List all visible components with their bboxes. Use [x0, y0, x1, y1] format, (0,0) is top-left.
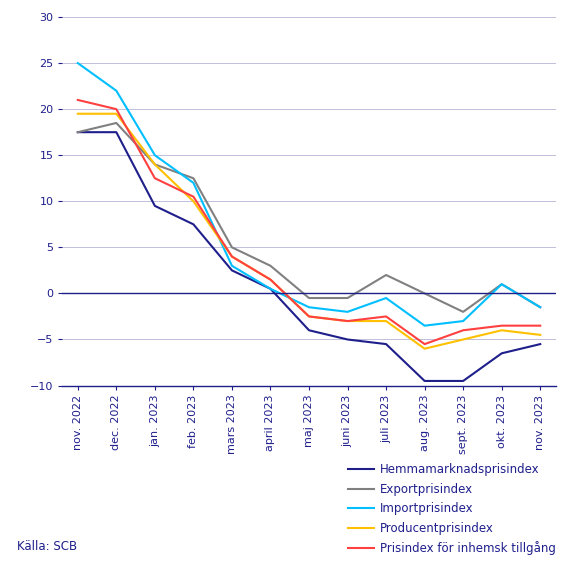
Hemmamarknadsprisindex	[306, 327, 312, 333]
Prisindex för inhemsk tillgång	[460, 327, 467, 333]
Exportprisindex	[344, 295, 351, 302]
Prisindex för inhemsk tillgång	[151, 175, 158, 181]
Producentprisindex	[537, 332, 544, 338]
Importprisindex	[383, 295, 390, 302]
Importprisindex	[344, 308, 351, 315]
Producentprisindex	[421, 345, 428, 352]
Producentprisindex	[460, 336, 467, 343]
Producentprisindex	[113, 111, 120, 117]
Prisindex för inhemsk tillgång	[344, 318, 351, 324]
Importprisindex	[460, 318, 467, 324]
Line: Hemmamarknadsprisindex: Hemmamarknadsprisindex	[78, 132, 540, 381]
Hemmamarknadsprisindex	[537, 341, 544, 348]
Prisindex för inhemsk tillgång	[383, 313, 390, 320]
Importprisindex	[537, 304, 544, 311]
Hemmamarknadsprisindex	[74, 129, 81, 136]
Prisindex för inhemsk tillgång	[113, 105, 120, 112]
Exportprisindex	[190, 175, 197, 181]
Producentprisindex	[267, 276, 274, 283]
Exportprisindex	[113, 120, 120, 126]
Text: Källa: SCB: Källa: SCB	[17, 540, 77, 553]
Producentprisindex	[498, 327, 505, 333]
Hemmamarknadsprisindex	[344, 336, 351, 343]
Hemmamarknadsprisindex	[151, 202, 158, 209]
Hemmamarknadsprisindex	[190, 221, 197, 228]
Exportprisindex	[151, 161, 158, 168]
Importprisindex	[190, 180, 197, 187]
Producentprisindex	[306, 313, 312, 320]
Hemmamarknadsprisindex	[498, 350, 505, 357]
Prisindex för inhemsk tillgång	[267, 276, 274, 283]
Exportprisindex	[306, 295, 312, 302]
Prisindex för inhemsk tillgång	[306, 313, 312, 320]
Importprisindex	[306, 304, 312, 311]
Importprisindex	[229, 263, 235, 269]
Prisindex för inhemsk tillgång	[498, 322, 505, 329]
Importprisindex	[113, 87, 120, 94]
Importprisindex	[421, 322, 428, 329]
Importprisindex	[267, 285, 274, 292]
Hemmamarknadsprisindex	[267, 285, 274, 292]
Hemmamarknadsprisindex	[421, 378, 428, 384]
Prisindex för inhemsk tillgång	[537, 322, 544, 329]
Hemmamarknadsprisindex	[460, 378, 467, 384]
Exportprisindex	[74, 129, 81, 136]
Exportprisindex	[267, 263, 274, 269]
Prisindex för inhemsk tillgång	[421, 341, 428, 348]
Line: Importprisindex: Importprisindex	[78, 63, 540, 325]
Hemmamarknadsprisindex	[113, 129, 120, 136]
Producentprisindex	[190, 198, 197, 205]
Line: Producentprisindex: Producentprisindex	[78, 114, 540, 349]
Prisindex för inhemsk tillgång	[74, 96, 81, 103]
Exportprisindex	[229, 244, 235, 251]
Exportprisindex	[498, 281, 505, 287]
Importprisindex	[498, 281, 505, 287]
Producentprisindex	[229, 253, 235, 260]
Hemmamarknadsprisindex	[383, 341, 390, 348]
Producentprisindex	[383, 318, 390, 324]
Exportprisindex	[383, 272, 390, 278]
Producentprisindex	[74, 111, 81, 117]
Hemmamarknadsprisindex	[229, 267, 235, 274]
Producentprisindex	[151, 161, 158, 168]
Producentprisindex	[344, 318, 351, 324]
Prisindex för inhemsk tillgång	[229, 253, 235, 260]
Legend: Hemmamarknadsprisindex, Exportprisindex, Importprisindex, Producentprisindex, Pr: Hemmamarknadsprisindex, Exportprisindex,…	[348, 463, 556, 556]
Exportprisindex	[421, 290, 428, 297]
Line: Exportprisindex: Exportprisindex	[78, 123, 540, 312]
Exportprisindex	[460, 308, 467, 315]
Prisindex för inhemsk tillgång	[190, 193, 197, 200]
Importprisindex	[74, 60, 81, 66]
Exportprisindex	[537, 304, 544, 311]
Importprisindex	[151, 152, 158, 159]
Line: Prisindex för inhemsk tillgång: Prisindex för inhemsk tillgång	[78, 100, 540, 344]
